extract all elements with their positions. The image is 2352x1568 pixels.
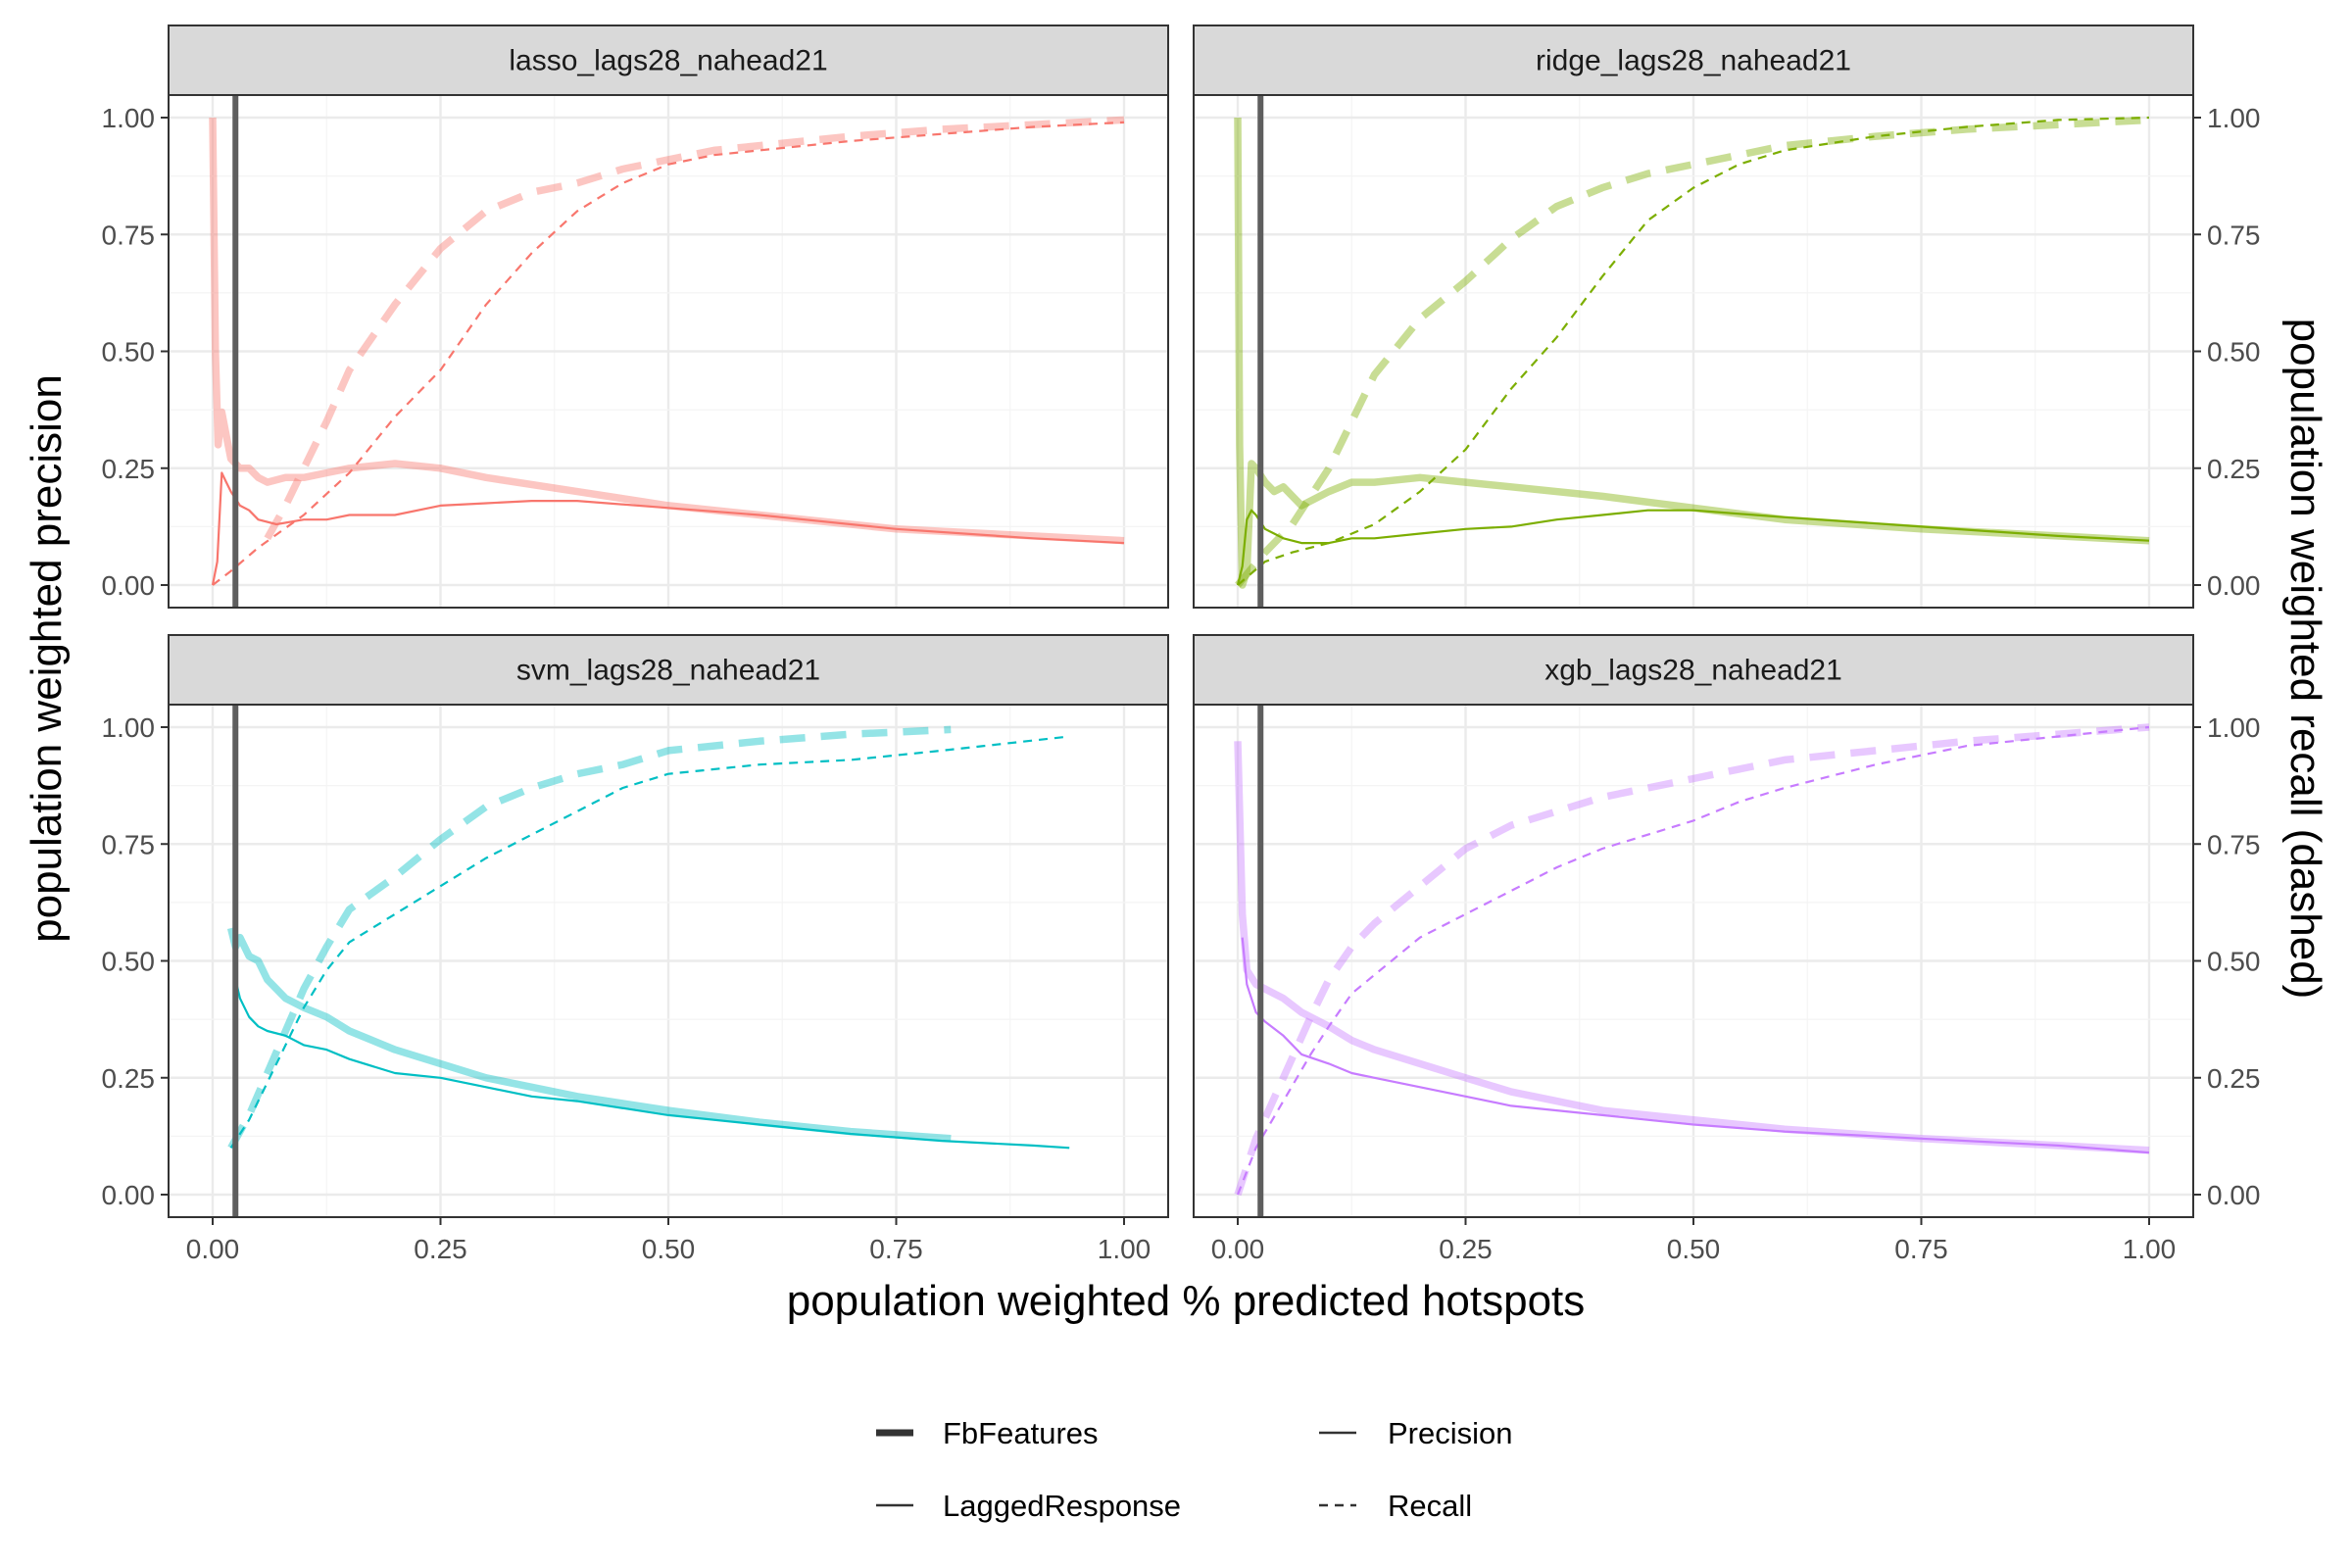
y-right-tick-label: 0.50 [2207, 947, 2261, 977]
series-laggedresponse-recall [1237, 116, 2150, 586]
y-right-tick-label: 1.00 [2207, 103, 2261, 133]
y-left-tick-label: 0.50 [102, 337, 156, 368]
x-tick-label: 0.00 [1211, 1234, 1265, 1264]
y-left-tick-label: 1.00 [102, 712, 156, 743]
legend-label-precision: Precision [1388, 1416, 1513, 1450]
panel-title: ridge_lags28_nahead21 [1536, 45, 1851, 77]
series-fbfeatures-recall [1234, 723, 2150, 1197]
series-fbfeatures-precision [1234, 741, 2150, 1154]
y-axis-right-title: population weighted recall (dashed) [2281, 318, 2329, 1000]
x-tick-label: 0.00 [186, 1234, 240, 1264]
panel-title: svm_lags28_nahead21 [516, 655, 820, 687]
series-fbfeatures-recall [264, 116, 1125, 541]
x-tick-label: 0.75 [869, 1234, 923, 1264]
y-right-tick-label: 0.00 [2207, 1180, 2261, 1210]
y-right-tick-label: 0.00 [2207, 570, 2261, 601]
series-laggedresponse-precision [211, 471, 1125, 586]
series-fbfeatures-recall [1235, 116, 2150, 588]
y-left-tick-label: 0.75 [102, 829, 156, 859]
x-tick-label: 1.00 [1098, 1234, 1152, 1264]
panel-3: xgb_lags28_nahead21 0.00 0.25 0.50 0.75 1.00 0… [1193, 634, 2261, 1264]
y-left-tick-label: 0.00 [102, 1180, 156, 1210]
y-right-tick-label: 0.25 [2207, 454, 2261, 484]
panel-strip [1193, 634, 2194, 706]
y-axis-left-title: population weighted precision [23, 374, 71, 943]
y-right-tick-label: 1.00 [2207, 712, 2261, 743]
x-tick-label: 1.00 [2123, 1234, 2177, 1264]
y-left-tick-label: 0.00 [102, 570, 156, 601]
x-tick-label: 0.75 [1894, 1234, 1948, 1264]
panel-title: lasso_lags28_nahead21 [509, 45, 827, 77]
panel-strip [1193, 24, 2194, 96]
y-right-tick-label: 0.75 [2207, 220, 2261, 250]
series-laggedresponse-recall [1236, 725, 2150, 1196]
y-right-tick-label: 0.75 [2207, 829, 2261, 859]
x-tick-label: 0.25 [1439, 1234, 1493, 1264]
x-tick-label: 0.50 [642, 1234, 696, 1264]
panel-title: xgb_lags28_nahead21 [1544, 655, 1842, 687]
series-laggedresponse-precision [234, 979, 1070, 1150]
panel-strip [168, 634, 1169, 706]
series-group [1234, 723, 2150, 1197]
panel-1: ridge_lags28_nahead21 0.00 0.25 0.50 0.75 1.0… [1193, 24, 2261, 609]
panel-strip [168, 24, 1169, 96]
x-axis-title: population weighted % predicted hotspots [787, 1277, 1586, 1325]
panel-2: svm_lags28_nahead21 0.00 0.25 0.50 0.75 1.00 0… [102, 634, 1169, 1264]
legend-label-fbfeatures: FbFeatures [943, 1416, 1099, 1450]
y-right-tick-label: 0.25 [2207, 1063, 2261, 1094]
y-right-tick-label: 0.50 [2207, 337, 2261, 368]
series-group [226, 725, 1070, 1151]
x-tick-label: 0.50 [1667, 1234, 1721, 1264]
chart-panels: lasso_lags28_nahead21 0.00 0.25 0.50 0.75 1.0… [102, 24, 2261, 1264]
legend-label-laggedresponse: LaggedResponse [943, 1489, 1181, 1523]
chart-legend: FbFeatures LaggedResponse Precision Reca… [876, 1416, 1513, 1523]
series-laggedresponse-recall [229, 735, 1070, 1149]
series-fbfeatures-precision [209, 117, 1125, 545]
series-laggedresponse-precision [1236, 509, 2150, 586]
y-left-tick-label: 0.25 [102, 454, 156, 484]
series-group [209, 116, 1125, 586]
legend-label-recall: Recall [1388, 1489, 1472, 1523]
series-group [1234, 116, 2150, 589]
y-left-tick-label: 0.50 [102, 947, 156, 977]
series-laggedresponse-precision [1241, 937, 2150, 1154]
y-left-tick-label: 0.25 [102, 1063, 156, 1094]
series-fbfeatures-recall [227, 725, 952, 1151]
series-fbfeatures-precision [226, 927, 952, 1143]
y-left-tick-label: 0.75 [102, 220, 156, 250]
x-tick-label: 0.25 [414, 1234, 467, 1264]
panel-0: lasso_lags28_nahead21 0.00 0.25 0.50 0.75 1.0… [102, 24, 1169, 609]
y-left-tick-label: 1.00 [102, 103, 156, 133]
series-laggedresponse-recall [212, 121, 1125, 586]
